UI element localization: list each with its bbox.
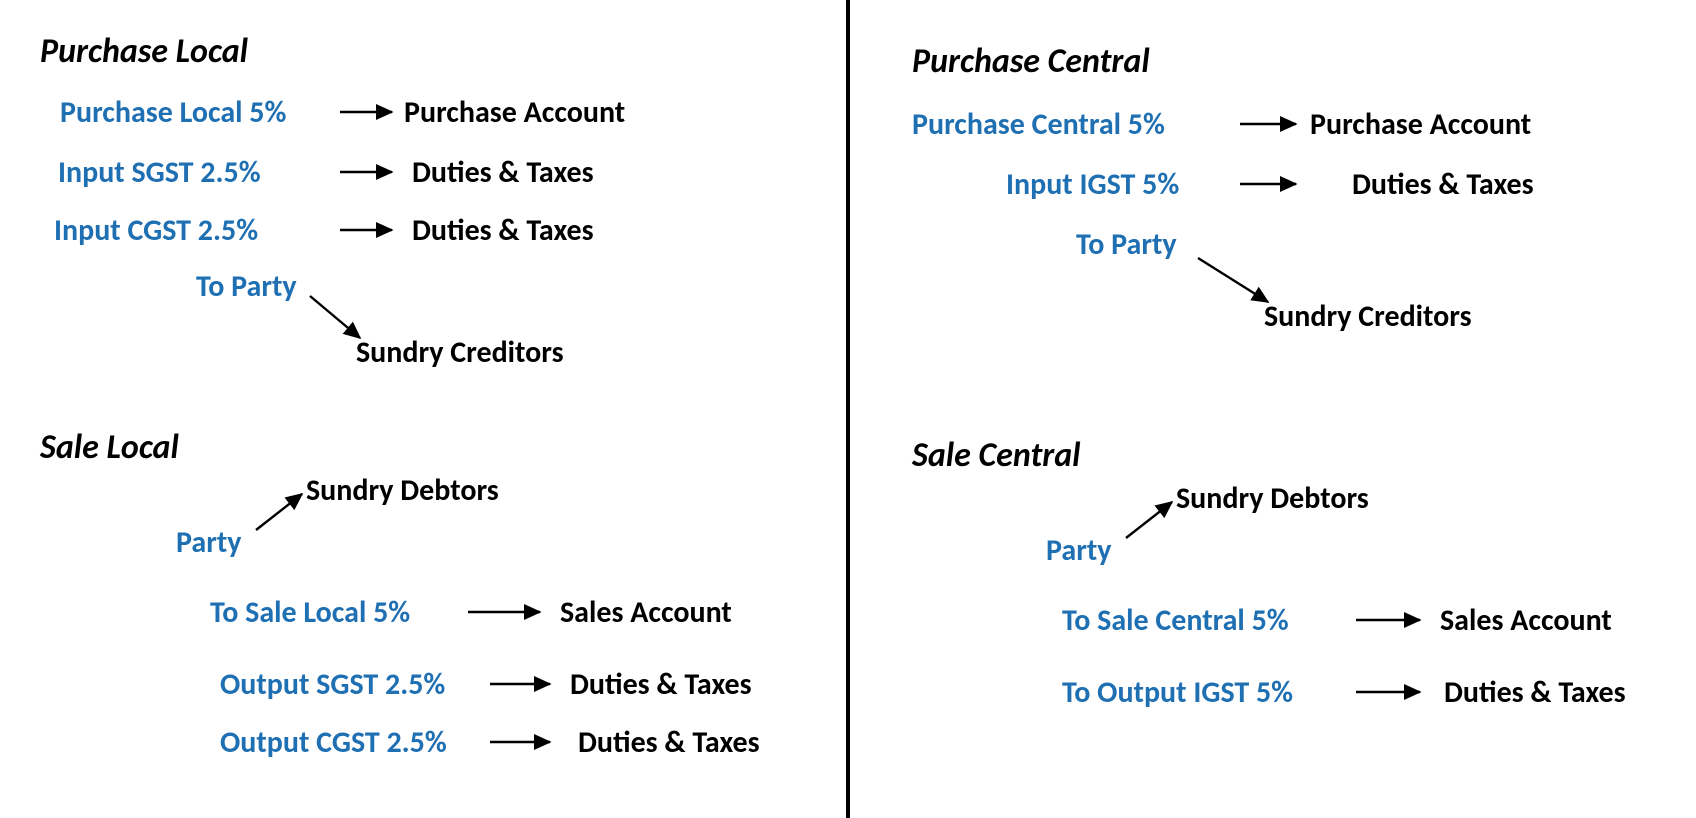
sale-central-title: Sale Central — [911, 435, 1081, 476]
purchase-local-title: Purchase Local — [40, 31, 249, 72]
sale-local-party-account: Sundry Debtors — [306, 472, 499, 509]
purchase-central-party-account: Sundry Creditors — [1264, 298, 1472, 335]
purchase-central-row-1-ledger: Input IGST 5% — [1006, 166, 1179, 203]
sale-local-row-1-ledger: Output SGST 2.5% — [220, 666, 445, 703]
purchase-local-row-0-account: Purchase Account — [404, 94, 625, 131]
purchase-local-row-0-ledger: Purchase Local 5% — [60, 94, 287, 131]
purchase-local-row-1-account: Duties & Taxes — [412, 154, 594, 191]
sale-local-row-1-account: Duties & Taxes — [570, 666, 752, 703]
purchase-central-row-0-account: Purchase Account — [1310, 106, 1531, 143]
sale-central-row-1-ledger: To Output IGST 5% — [1062, 674, 1293, 711]
purchase-local-party-account: Sundry Creditors — [356, 334, 564, 371]
gst-ledger-diagram: Purchase Local To Party Sundry Creditors Pu… — [0, 0, 1696, 818]
purchase-central-party-ledger: To Party — [1076, 226, 1177, 263]
sale-local-row-2-account: Duties & Taxes — [578, 724, 760, 761]
sale-local-title: Sale Local — [39, 427, 179, 468]
sale-central-row-1-account: Duties & Taxes — [1444, 674, 1626, 711]
purchase-central-row-0-ledger: Purchase Central 5% — [912, 106, 1165, 143]
purchase-central-row-1-account: Duties & Taxes — [1352, 166, 1534, 203]
sale-local-row-0-account: Sales Account — [560, 594, 732, 631]
sale-central-party-account: Sundry Debtors — [1176, 480, 1369, 517]
sale-central-party-arrow — [1126, 502, 1172, 538]
purchase-central-party-arrow — [1198, 258, 1268, 302]
sale-local-party-ledger: Party — [176, 524, 242, 561]
purchase-central-title: Purchase Central — [912, 41, 1150, 82]
sale-local-row-0-ledger: To Sale Local 5% — [210, 594, 410, 631]
sale-local-party-arrow — [256, 494, 302, 530]
purchase-local-party-ledger: To Party — [196, 268, 297, 305]
purchase-local-row-1-ledger: Input SGST 2.5% — [58, 154, 261, 191]
sale-central-row-0-ledger: To Sale Central 5% — [1062, 602, 1289, 639]
sale-local-row-2-ledger: Output CGST 2.5% — [220, 724, 447, 761]
sale-central-row-0-account: Sales Account — [1440, 602, 1612, 639]
purchase-local-row-2-ledger: Input CGST 2.5% — [54, 212, 258, 249]
purchase-local-party-arrow — [310, 296, 360, 338]
sale-central-party-ledger: Party — [1046, 532, 1112, 569]
purchase-local-row-2-account: Duties & Taxes — [412, 212, 594, 249]
